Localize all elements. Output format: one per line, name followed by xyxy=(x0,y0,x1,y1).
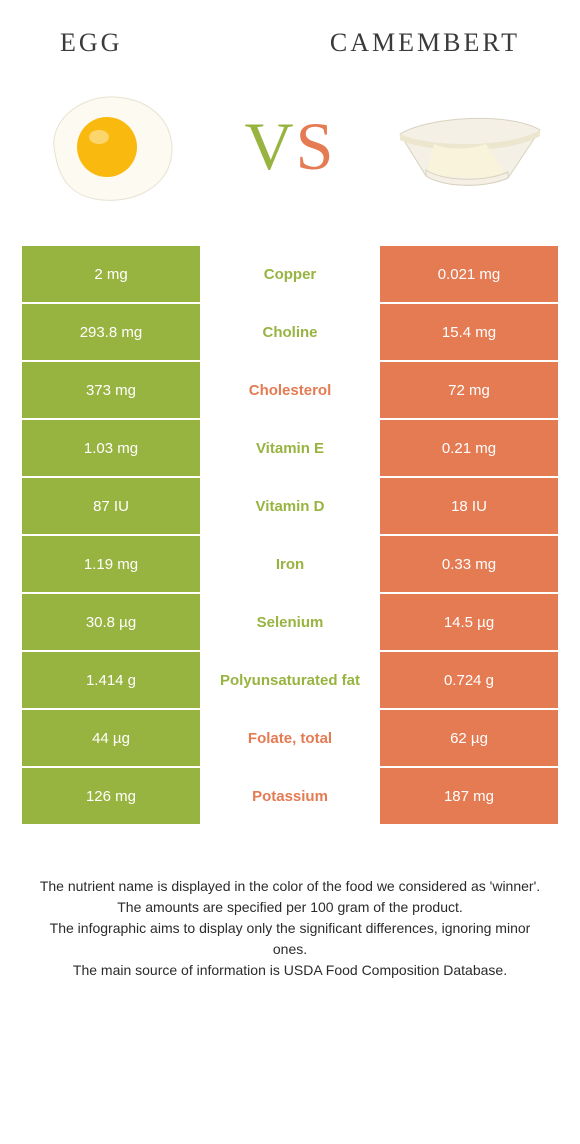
nutrient-label: Folate, total xyxy=(202,710,378,766)
table-row: 2 mgCopper0.021 mg xyxy=(22,246,558,302)
right-value: 62 µg xyxy=(380,710,558,766)
nutrient-label: Iron xyxy=(202,536,378,592)
left-value: 87 IU xyxy=(22,478,200,534)
table-row: 44 µgFolate, total62 µg xyxy=(22,710,558,766)
vs-s: S xyxy=(296,108,336,184)
table-row: 87 IUVitamin D18 IU xyxy=(22,478,558,534)
right-value: 0.33 mg xyxy=(380,536,558,592)
table-row: 1.03 mgVitamin E0.21 mg xyxy=(22,420,558,476)
left-food-image xyxy=(30,76,190,216)
left-food-title: Egg xyxy=(60,28,122,58)
egg-icon xyxy=(35,81,185,211)
right-value: 14.5 µg xyxy=(380,594,558,650)
right-value: 0.21 mg xyxy=(380,420,558,476)
infographic-root: Egg Camembert VS 2 mgCopper0.021 mg293.8… xyxy=(0,0,580,1021)
right-food-image xyxy=(390,76,550,216)
left-value: 1.19 mg xyxy=(22,536,200,592)
left-value: 1.414 g xyxy=(22,652,200,708)
nutrient-label: Choline xyxy=(202,304,378,360)
right-value: 18 IU xyxy=(380,478,558,534)
table-row: 373 mgCholesterol72 mg xyxy=(22,362,558,418)
right-value: 72 mg xyxy=(380,362,558,418)
vs-v: V xyxy=(245,108,296,184)
table-row: 126 mgPotassium187 mg xyxy=(22,768,558,824)
table-row: 1.414 gPolyunsaturated fat0.724 g xyxy=(22,652,558,708)
nutrient-label: Potassium xyxy=(202,768,378,824)
header: Egg Camembert xyxy=(0,0,580,68)
right-value: 15.4 mg xyxy=(380,304,558,360)
camembert-icon xyxy=(390,86,550,206)
left-value: 30.8 µg xyxy=(22,594,200,650)
right-value: 0.724 g xyxy=(380,652,558,708)
vs-row: VS xyxy=(0,68,580,246)
right-value: 0.021 mg xyxy=(380,246,558,302)
footer-line: The infographic aims to display only the… xyxy=(34,918,546,960)
nutrient-label: Polyunsaturated fat xyxy=(202,652,378,708)
table-row: 30.8 µgSelenium14.5 µg xyxy=(22,594,558,650)
right-value: 187 mg xyxy=(380,768,558,824)
left-value: 293.8 mg xyxy=(22,304,200,360)
right-food-title: Camembert xyxy=(330,28,520,58)
left-value: 126 mg xyxy=(22,768,200,824)
footer-line: The amounts are specified per 100 gram o… xyxy=(34,897,546,918)
nutrient-label: Vitamin E xyxy=(202,420,378,476)
nutrient-label: Selenium xyxy=(202,594,378,650)
nutrient-label: Cholesterol xyxy=(202,362,378,418)
left-value: 44 µg xyxy=(22,710,200,766)
left-value: 373 mg xyxy=(22,362,200,418)
table-row: 1.19 mgIron0.33 mg xyxy=(22,536,558,592)
nutrient-label: Vitamin D xyxy=(202,478,378,534)
left-value: 1.03 mg xyxy=(22,420,200,476)
footer-line: The nutrient name is displayed in the co… xyxy=(34,876,546,897)
nutrient-label: Copper xyxy=(202,246,378,302)
table-row: 293.8 mgCholine15.4 mg xyxy=(22,304,558,360)
footer-notes: The nutrient name is displayed in the co… xyxy=(0,826,580,1021)
footer-line: The main source of information is USDA F… xyxy=(34,960,546,981)
comparison-table: 2 mgCopper0.021 mg293.8 mgCholine15.4 mg… xyxy=(22,246,558,824)
left-value: 2 mg xyxy=(22,246,200,302)
vs-label: VS xyxy=(245,107,336,186)
